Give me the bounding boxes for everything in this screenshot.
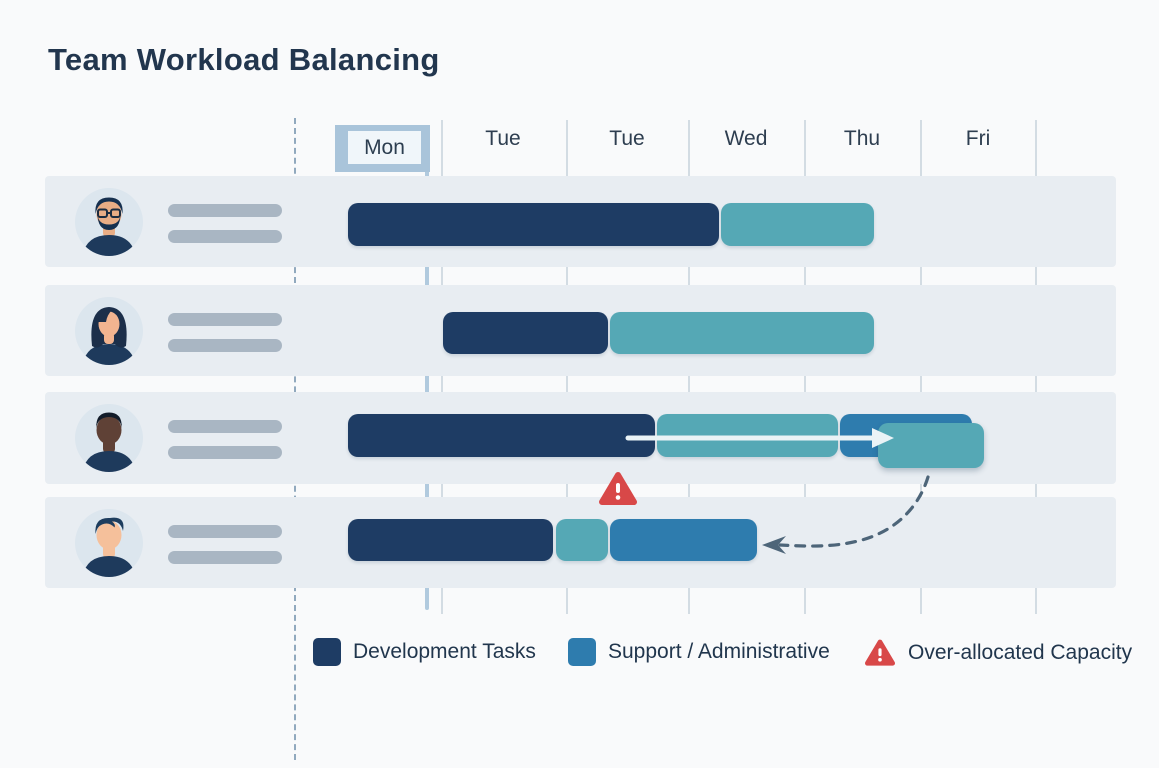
member-role-placeholder [168, 230, 282, 243]
legend-item-overallocated: Over-allocated Capacity [864, 638, 1132, 668]
task-bar-support-teal[interactable] [556, 519, 608, 561]
member-name-placeholder [168, 420, 282, 433]
day-label-fri: Fri [965, 127, 991, 150]
legend-label: Support / Administrative [608, 640, 830, 663]
member-role-placeholder [168, 446, 282, 459]
task-bar-development[interactable] [348, 519, 553, 561]
selected-day-header[interactable]: Mon [335, 125, 430, 172]
reassign-arrow-icon [625, 428, 894, 448]
move-task-dashed-arrow-icon [762, 475, 930, 554]
task-bar-development[interactable] [348, 414, 655, 457]
avatar[interactable] [74, 296, 144, 366]
legend-item-support: Support / Administrative [568, 638, 830, 666]
task-bar-support-teal[interactable] [610, 312, 874, 354]
member-role-placeholder [168, 551, 282, 564]
avatar[interactable] [74, 508, 144, 578]
task-bar-development[interactable] [443, 312, 608, 354]
member-name-placeholder [168, 204, 282, 217]
development-swatch-icon [313, 638, 341, 666]
avatar-woman-bob-icon [75, 296, 143, 365]
selected-day-column-line [425, 170, 429, 610]
day-label-tue: Tue [609, 127, 645, 150]
avatar[interactable] [74, 187, 144, 257]
task-bar-support-teal[interactable] [721, 203, 874, 246]
avatar-man-swept-hair-icon [75, 508, 143, 577]
day-label-wed: Wed [724, 127, 768, 150]
avatar[interactable] [74, 403, 144, 473]
task-bar-support-blue[interactable] [610, 519, 757, 561]
support-swatch-icon [568, 638, 596, 666]
member-role-placeholder [168, 339, 282, 352]
task-bar-development[interactable] [348, 203, 719, 246]
day-label-tue: Tue [485, 127, 521, 150]
legend-label: Development Tasks [353, 640, 536, 663]
legend-label: Over-allocated Capacity [908, 641, 1133, 664]
page-title: Team Workload Balancing [48, 42, 440, 77]
warning-triangle-icon [865, 639, 895, 666]
avatar-man-dark-skin-icon [75, 404, 143, 472]
member-name-placeholder [168, 525, 282, 538]
legend-item-development: Development Tasks [313, 638, 536, 666]
task-bar-support-teal[interactable] [878, 423, 984, 468]
member-name-placeholder [168, 313, 282, 326]
warning-triangle-icon [599, 472, 637, 505]
day-label-thu: Thu [843, 127, 881, 150]
avatar-man-glasses-beard-icon [75, 187, 143, 256]
day-label-mon: Mon [348, 131, 421, 164]
